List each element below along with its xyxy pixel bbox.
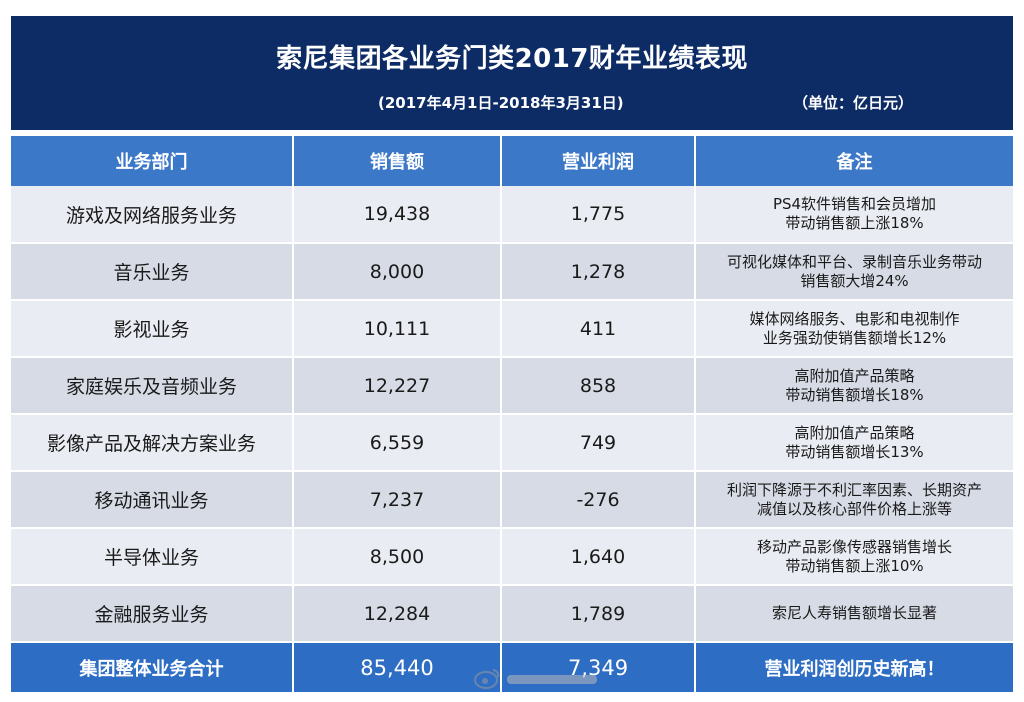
- cell-profit: 1,789: [501, 585, 696, 643]
- cell-sales: 10,111: [293, 300, 502, 358]
- cell-profit: 749: [501, 414, 696, 472]
- total-dept: 集团整体业务合计: [11, 642, 294, 692]
- cell-sales: 8,500: [293, 528, 502, 586]
- table-header-row: 业务部门 销售额 营业利润 备注: [11, 136, 1013, 186]
- cell-dept: 金融服务业务: [11, 585, 294, 643]
- cell-profit: 411: [501, 300, 696, 358]
- table-row: 家庭娱乐及音频业务 12,227 858 高附加值产品策略 带动销售额增长18%: [11, 357, 1013, 415]
- performance-table: 业务部门 销售额 营业利润 备注 游戏及网络服务业务 19,438 1,775 PS4…: [11, 136, 1013, 692]
- note-line: 利润下降源于不利汇率因素、长期资产: [726, 480, 982, 499]
- note-line: 索尼人寿销售额增长显著: [771, 604, 937, 622]
- column-header-profit: 营业利润: [501, 136, 696, 186]
- note-line: 业务强劲使销售额增长12%: [762, 328, 947, 347]
- note-line: PS4软件销售和会员增加: [772, 195, 937, 213]
- cell-note: 利润下降源于不利汇率因素、长期资产 减值以及核心部件价格上涨等: [695, 471, 1013, 529]
- cell-note: PS4软件销售和会员增加 带动销售额上涨18%: [695, 186, 1013, 244]
- note-line: 可视化媒体和平台、录制音乐业务带动: [726, 252, 982, 271]
- cell-note: 可视化媒体和平台、录制音乐业务带动 销售额大增24%: [695, 243, 1013, 301]
- title-banner: 索尼集团各业务门类2017财年业绩表现 (2017年4月1日-2018年3月31…: [11, 16, 1013, 130]
- note-line: 销售额大增24%: [800, 271, 909, 290]
- cell-sales: 12,284: [293, 585, 502, 643]
- cell-sales: 8,000: [293, 243, 502, 301]
- note-line: 高附加值产品策略: [794, 423, 915, 442]
- cell-note: 媒体网络服务、电影和电视制作 业务强劲使销售额增长12%: [695, 300, 1013, 358]
- fiscal-period: (2017年4月1日-2018年3月31日): [378, 94, 624, 112]
- weibo-logo-icon: [474, 669, 597, 689]
- performance-table-figure: 索尼集团各业务门类2017财年业绩表现 (2017年4月1日-2018年3月31…: [11, 16, 1013, 692]
- note-line: 媒体网络服务、电影和电视制作: [749, 309, 960, 328]
- note-line: 带动销售额上涨10%: [785, 556, 924, 575]
- unit-label: （单位：亿日元）: [793, 94, 914, 112]
- total-sales: 85,440: [293, 642, 502, 692]
- cell-sales: 19,438: [293, 186, 502, 244]
- column-header-note: 备注: [695, 136, 1013, 186]
- note-line: 带动销售额增长18%: [785, 385, 924, 404]
- cell-note: 高附加值产品策略 带动销售额增长13%: [695, 414, 1013, 472]
- table-row: 音乐业务 8,000 1,278 可视化媒体和平台、录制音乐业务带动 销售额大增24%: [11, 243, 1013, 301]
- note-line: 减值以及核心部件价格上涨等: [756, 499, 952, 518]
- total-note: 营业利润创历史新高！: [695, 642, 1013, 692]
- table-row: 金融服务业务 12,284 1,789 索尼人寿销售额增长显著: [11, 585, 1013, 643]
- cell-profit: -276: [501, 471, 696, 529]
- cell-sales: 6,559: [293, 414, 502, 472]
- column-header-dept: 业务部门: [11, 136, 294, 186]
- cell-dept: 音乐业务: [11, 243, 294, 301]
- note-line: 高附加值产品策略: [794, 366, 915, 385]
- cell-dept: 影像产品及解决方案业务: [11, 414, 294, 472]
- cell-dept: 半导体业务: [11, 528, 294, 586]
- cell-note: 高附加值产品策略 带动销售额增长18%: [695, 357, 1013, 415]
- table-row: 移动通讯业务 7,237 -276 利润下降源于不利汇率因素、长期资产 减值以及核心部件…: [11, 471, 1013, 529]
- cell-profit: 1,278: [501, 243, 696, 301]
- cell-dept: 影视业务: [11, 300, 294, 358]
- cell-sales: 7,237: [293, 471, 502, 529]
- cell-dept: 游戏及网络服务业务: [11, 186, 294, 244]
- cell-sales: 12,227: [293, 357, 502, 415]
- column-header-sales: 销售额: [293, 136, 502, 186]
- table-row: 半导体业务 8,500 1,640 移动产品影像传感器销售增长 带动销售额上涨10%: [11, 528, 1013, 586]
- note-line: 带动销售额增长13%: [785, 442, 924, 461]
- note-line: 带动销售额上涨18%: [785, 214, 924, 232]
- cell-profit: 858: [501, 357, 696, 415]
- cell-note: 移动产品影像传感器销售增长 带动销售额上涨10%: [695, 528, 1013, 586]
- note-line: 移动产品影像传感器销售增长: [756, 537, 952, 556]
- table-row: 游戏及网络服务业务 19,438 1,775 PS4软件销售和会员增加 带动销售额上涨1…: [11, 186, 1013, 244]
- cell-profit: 1,775: [501, 186, 696, 244]
- page-title: 索尼集团各业务门类2017财年业绩表现: [276, 44, 748, 74]
- total-row: 集团整体业务合计 85,440 7,349 营业利润创历史新高！: [11, 642, 1013, 692]
- cell-dept: 移动通讯业务: [11, 471, 294, 529]
- cell-dept: 家庭娱乐及音频业务: [11, 357, 294, 415]
- table-row: 影视业务 10,111 411 媒体网络服务、电影和电视制作 业务强劲使销售额增长12%: [11, 300, 1013, 358]
- table-row: 影像产品及解决方案业务 6,559 749 高附加值产品策略 带动销售额增长13%: [11, 414, 1013, 472]
- cell-profit: 1,640: [501, 528, 696, 586]
- cell-note: 索尼人寿销售额增长显著: [695, 585, 1013, 643]
